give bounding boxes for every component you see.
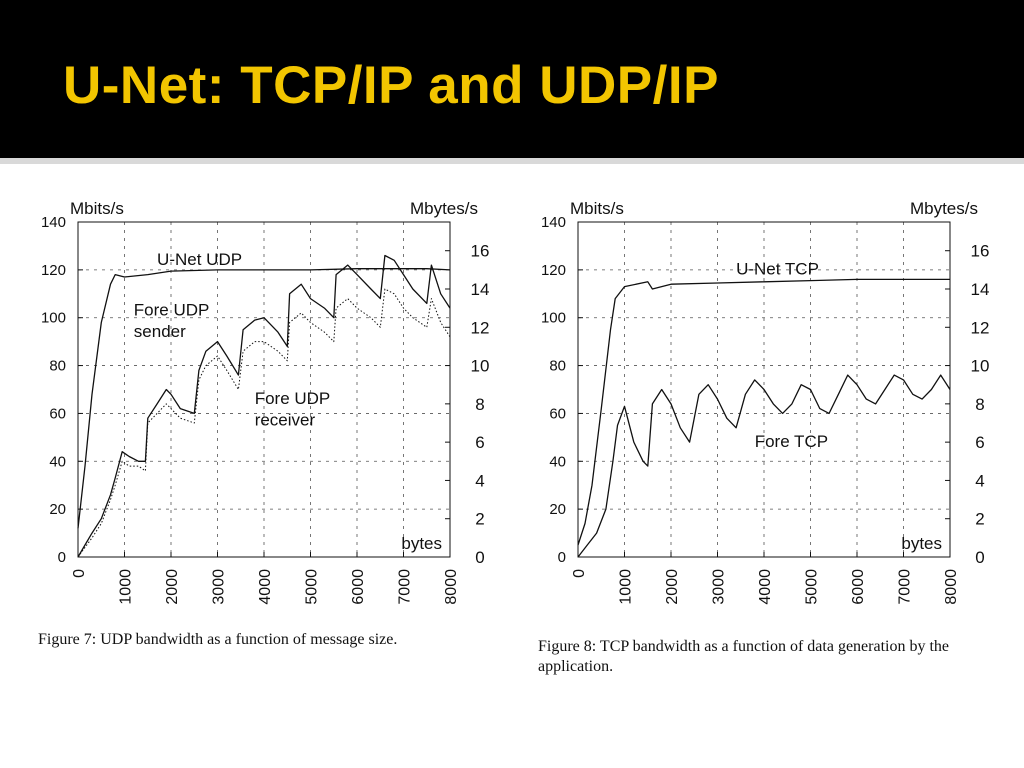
y-tick-label-left: 140: [41, 214, 66, 231]
x-tick-label: 4000: [257, 569, 274, 605]
y-tick-label-left: 20: [549, 501, 566, 518]
y-tick-label-left: 80: [49, 358, 66, 375]
y-tick-label-right: 8: [475, 395, 484, 414]
series-annotation: U-Net TCP: [736, 260, 819, 279]
y-tick-label-right: 2: [975, 510, 984, 529]
x-axis-label: bytes: [901, 534, 942, 553]
x-tick-label: 8000: [443, 569, 460, 605]
y-tick-label-right: 12: [971, 318, 990, 337]
udp-bandwidth-chart: 0 20 40 60 80 100 120 140 0 2 4 6 8 10 12 14 16 0 1000 2000…: [41, 199, 490, 605]
series-annotation: sender: [134, 322, 186, 341]
x-tick-label: 1000: [118, 569, 135, 605]
fore-tcp-line: [577, 374, 951, 558]
tcp-bandwidth-chart: 0 20 40 60 80 100 120 140 0 2 4 6 8 10 12 14 16 0 1000 2000…: [541, 199, 990, 605]
y-tick-label-right: 0: [975, 548, 984, 567]
y-tick-label-left: 100: [541, 310, 566, 327]
x-tick-label: 1000: [618, 569, 635, 605]
y-axis-label-right: Mbytes/s: [910, 199, 978, 218]
x-tick-label: 2000: [164, 569, 181, 605]
y-tick-label-right: 14: [471, 280, 490, 299]
y-tick-label-right: 4: [475, 471, 484, 490]
y-tick-label-right: 10: [471, 357, 490, 376]
x-tick-label: 3000: [211, 569, 228, 605]
y-tick-label-left: 0: [558, 549, 566, 566]
series-annotation: Fore TCP: [755, 432, 828, 451]
x-tick-label: 6000: [350, 569, 367, 605]
y-tick-label-right: 2: [475, 510, 484, 529]
series-annotation: U-Net UDP: [157, 250, 242, 269]
figure-8-caption: Figure 8: TCP bandwidth as a function of…: [538, 638, 950, 675]
series-annotation: Fore UDP: [134, 300, 210, 319]
y-tick-label-left: 120: [541, 262, 566, 279]
u-net-tcp-line: [577, 278, 950, 546]
x-tick-label: 7000: [897, 569, 914, 605]
fore-udp-sender-line: [77, 254, 451, 558]
y-tick-label-left: 100: [41, 310, 66, 327]
y-tick-label-right: 6: [475, 433, 484, 452]
y-axis-label-right: Mbytes/s: [410, 199, 478, 218]
x-tick-label: 4000: [757, 569, 774, 605]
y-tick-label-right: 6: [975, 433, 984, 452]
figure-7-caption: Figure 7: UDP bandwidth as a function of…: [38, 631, 398, 648]
y-axis-label-left: Mbits/s: [70, 199, 124, 218]
y-tick-label-left: 80: [549, 358, 566, 375]
series-annotation: receiver: [255, 410, 316, 429]
x-axis-label: bytes: [401, 534, 442, 553]
slide-header: [0, 0, 1024, 158]
slide-title: U-Net: TCP/IP and UDP/IP: [63, 56, 719, 115]
x-tick-label: 7000: [397, 569, 414, 605]
fore-udp-receiver-line: [77, 288, 451, 558]
y-tick-label-right: 10: [971, 357, 990, 376]
gridlines: [578, 222, 950, 557]
y-axis-label-left: Mbits/s: [570, 199, 624, 218]
y-tick-label-left: 60: [49, 405, 66, 422]
y-tick-label-left: 40: [549, 453, 566, 470]
header-divider: [0, 158, 1024, 164]
x-tick-label: 2000: [664, 569, 681, 605]
x-tick-label: 8000: [943, 569, 960, 605]
y-tick-label-left: 140: [541, 214, 566, 231]
series-annotation: Fore UDP: [255, 389, 331, 408]
y-tick-label-left: 20: [49, 501, 66, 518]
y-tick-label-right: 0: [475, 548, 484, 567]
y-tick-label-left: 60: [549, 405, 566, 422]
y-tick-label-left: 40: [49, 453, 66, 470]
x-tick-label: 0: [71, 569, 88, 578]
x-tick-label: 5000: [804, 569, 821, 605]
x-tick-label: 5000: [304, 569, 321, 605]
y-tick-label-right: 12: [471, 318, 490, 337]
y-tick-label-right: 16: [971, 242, 990, 261]
x-tick-label: 6000: [850, 569, 867, 605]
y-tick-label-left: 0: [58, 549, 66, 566]
y-tick-label-right: 8: [975, 395, 984, 414]
x-tick-label: 0: [571, 569, 588, 578]
y-tick-label-right: 4: [975, 471, 984, 490]
x-tick-label: 3000: [711, 569, 728, 605]
u-net-udp-line: [77, 268, 451, 529]
y-tick-label-left: 120: [41, 262, 66, 279]
y-tick-label-right: 14: [971, 280, 990, 299]
y-tick-label-right: 16: [471, 242, 490, 261]
